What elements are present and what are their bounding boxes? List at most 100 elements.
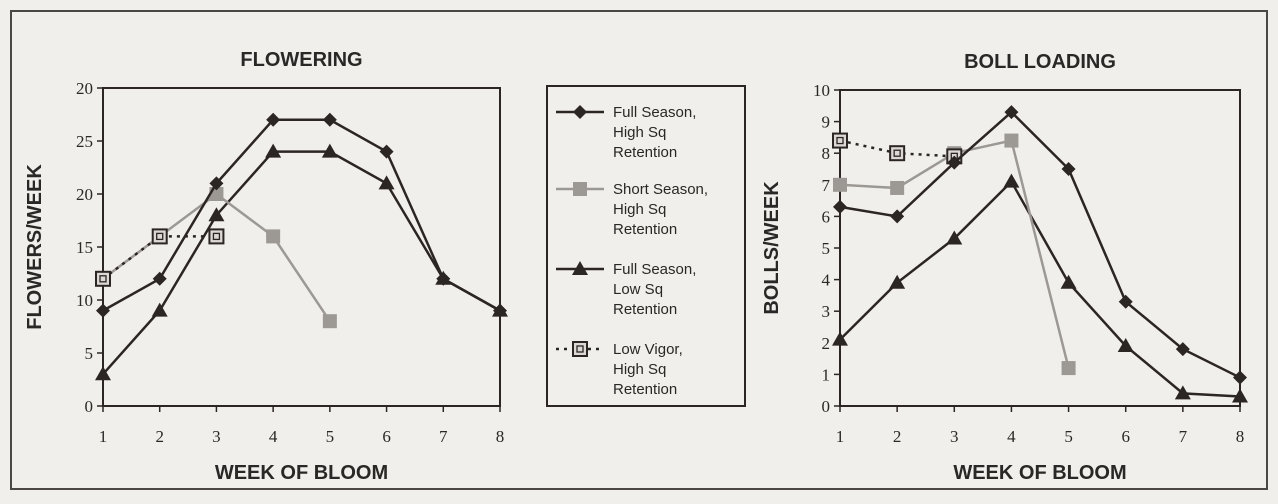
flowering-ytick-label: 25: [76, 132, 93, 151]
boll-series-full_high-point: [947, 155, 962, 170]
legend-lowvigor-label: High Sq: [613, 361, 666, 378]
flowering-series-full_low-point: [378, 175, 395, 190]
flowering-ytick-label: 20: [76, 185, 93, 204]
legend-full_low-marker: [572, 261, 588, 275]
boll-series-full_high-line: [839, 110, 1241, 379]
boll-series-full_low-point: [946, 230, 963, 245]
boll-ytick-label: 8: [822, 144, 831, 163]
flowering-series-full_high-point: [266, 112, 281, 127]
boll-ytick-label: 2: [822, 334, 831, 353]
boll-series-lowvigor-point-inner: [836, 136, 844, 145]
legend-short_high-label: High Sq: [613, 201, 666, 218]
flowering-series-lowvigor-point: [151, 228, 168, 245]
flowering-series-full_high-point: [209, 176, 224, 191]
flowering-plot-area: [102, 87, 501, 407]
boll-xtick-label: 3: [950, 427, 959, 446]
legend-short_high-label: Short Season,: [613, 181, 708, 198]
boll-series-full_high-point: [1004, 105, 1019, 120]
flowering-series-full_high-line: [102, 118, 501, 312]
boll-series-full_low-point: [1003, 173, 1020, 188]
flowering-series-full_low-point: [95, 366, 111, 381]
boll-ytick-label: 1: [822, 365, 831, 384]
legend-short_high-label: Retention: [613, 221, 677, 238]
flowering-ytick-label: 15: [76, 238, 93, 257]
boll-series-short_high-point: [1004, 133, 1019, 148]
flowering-xlabel: WEEK OF BLOOM: [215, 462, 388, 484]
flowering-xtick-label: 4: [269, 427, 278, 446]
boll-series-full_low-point: [889, 274, 906, 289]
boll-ytick-label: 5: [822, 239, 831, 258]
flowering-xtick-label: 7: [439, 427, 448, 446]
boll-ytick-label: 3: [822, 302, 831, 321]
boll-ylabel: BOLLS/WEEK: [761, 181, 783, 315]
legend-box: [546, 85, 746, 407]
boll-xtick-label: 5: [1064, 427, 1073, 446]
boll-xtick-label: 7: [1179, 427, 1188, 446]
flowering-xtick-label: 5: [326, 427, 335, 446]
boll-xtick-label: 2: [893, 427, 902, 446]
flowering-series-full_high-point: [379, 144, 394, 159]
legend-full_low-label: Full Season,: [613, 261, 696, 278]
boll-xtick-label: 4: [1007, 427, 1016, 446]
boll-series-full_high-point: [1118, 294, 1133, 309]
flowering-ytick-label: 5: [85, 344, 94, 363]
flowering-series-full_low-point: [208, 207, 225, 222]
flowering-series-lowvigor-point-inner: [99, 275, 107, 283]
legend-full_high-marker: [573, 105, 587, 119]
boll-ytick-label: 4: [822, 271, 831, 290]
legend-full_high-label: Full Season,: [613, 104, 696, 121]
boll-plot-area: [839, 89, 1241, 407]
flowering-chart: FLOWERING 0 5 10 15 20 25 20 1 2 3 4 5 6 7 8 WEEK OF BLO…: [24, 49, 508, 484]
boll-series-full_low-line: [839, 179, 1241, 398]
boll-ytick-label: 7: [822, 176, 831, 195]
legend-lowvigor-label: Low Vigor,: [613, 341, 683, 358]
boll-xtick-label: 8: [1236, 427, 1245, 446]
legend-lowvigor-label: Retention: [613, 381, 677, 398]
flowering-xtick-label: 1: [99, 427, 108, 446]
boll-series-lowvigor-point: [889, 145, 906, 162]
boll-xtick-label: 1: [836, 427, 845, 446]
flowering-series-full_low-point: [265, 143, 282, 158]
boll-series-full_high-point: [1175, 342, 1190, 357]
flowering-series-full_low-point: [321, 143, 338, 158]
boll-series-short_high-line: [839, 139, 1070, 369]
flowering-series-lowvigor-point-inner: [156, 232, 164, 241]
boll-series-lowvigor-point-inner: [893, 149, 901, 157]
legend-lowvigor-marker: [572, 341, 588, 357]
legend-full_high-label: Retention: [613, 144, 677, 161]
boll-series-full_low-point: [1060, 274, 1077, 289]
flowering-series-full_low-point: [151, 302, 168, 317]
figure-border: [10, 10, 1268, 490]
flowering-ylabel: FLOWERS/WEEK: [24, 164, 46, 330]
boll-ytick-label: 6: [822, 207, 831, 226]
boll-series-short_high-point: [1061, 361, 1076, 376]
flowering-series-lowvigor-point: [208, 228, 225, 245]
boll-series-full_low-point: [1174, 385, 1191, 400]
flowering-xtick-label: 8: [496, 427, 505, 446]
flowering-ytick-label: 0: [85, 397, 94, 416]
boll-series-lowvigor-point: [832, 132, 848, 149]
boll-title: BOLL LOADING: [964, 51, 1116, 73]
flowering-ytick-label: 20: [76, 79, 93, 98]
flowering-series-full_high-point: [493, 303, 507, 318]
boll-series-full_low-point: [832, 331, 848, 346]
flowering-xtick-label: 2: [155, 427, 164, 446]
boll-series-full_high-point: [833, 199, 847, 214]
flowering-series-lowvigor-point-inner: [212, 232, 221, 241]
boll-xlabel: WEEK OF BLOOM: [953, 462, 1126, 484]
flowering-series-short_high-point: [266, 229, 281, 244]
flowering-series-full_low-line: [102, 150, 501, 376]
boll-ytick-label: 10: [813, 81, 830, 100]
flowering-series-full_high-point: [96, 303, 110, 318]
boll-xtick-label: 6: [1121, 427, 1130, 446]
flowering-xtick-label: 3: [212, 427, 221, 446]
flowering-ytick-label: 10: [76, 291, 93, 310]
boll-series-short_high-point: [890, 180, 905, 195]
legend-full_high-label: High Sq: [613, 124, 666, 141]
boll-series-full_high-point: [1233, 370, 1247, 385]
boll-ytick-label: 9: [822, 113, 831, 132]
legend-full_low-label: Retention: [613, 301, 677, 318]
flowering-xtick-label: 6: [382, 427, 391, 446]
